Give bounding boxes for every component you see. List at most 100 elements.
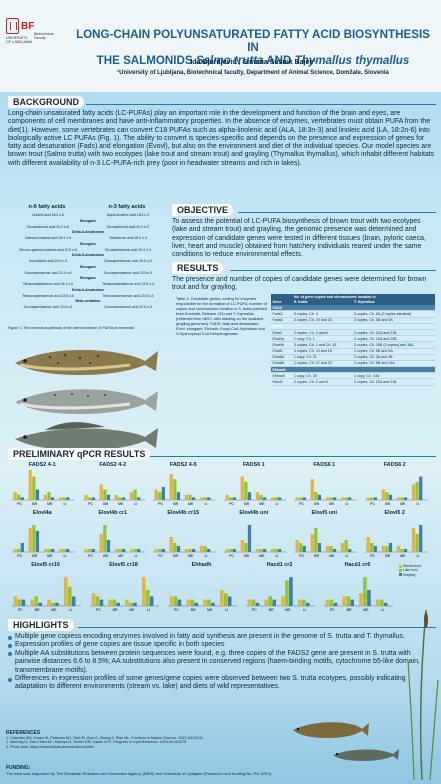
qpcr-bar xyxy=(346,596,351,606)
qpcr-bar xyxy=(67,586,72,606)
qpcr-bar xyxy=(289,577,293,606)
qpcr-bar xyxy=(399,549,404,552)
tissue-tick-label: BR xyxy=(173,502,178,506)
header: BF UNIVERSITY OF LJUBLJANA Biotechnical … xyxy=(0,0,441,92)
qpcr-chart-title: Hacd1 cr6 xyxy=(344,562,371,568)
qpcr-bar xyxy=(38,602,42,606)
tissue-tick-label: BR xyxy=(191,608,196,612)
table-cell-gene: Elovl8a xyxy=(271,354,293,361)
tissue-tick-label: PC xyxy=(229,554,234,558)
table-cell-tthymallus: 2 copies, Ch. 5B and 6A xyxy=(352,348,435,355)
pathway-n6-node: Linoleic acid 18:2 n-6 xyxy=(31,213,65,217)
bf-logo-text: BF xyxy=(21,20,35,32)
qpcr-chart-plot: PC BR ME LI xyxy=(12,577,81,612)
pathway-n3-node: Eicosatrienoic acid 20:3 n-3 xyxy=(107,224,149,229)
table-cell-gene: Elovl8b xyxy=(271,360,293,368)
qpcr-bar xyxy=(106,540,110,552)
qpcr-bar xyxy=(325,497,330,500)
table-column-header: S. trutta xyxy=(292,299,353,306)
qpcr-bar xyxy=(273,549,278,552)
grayling-image xyxy=(15,422,158,451)
qpcr-bar xyxy=(340,497,345,500)
gene-copies-table: No. of gene copies and chromosome locati… xyxy=(271,294,435,386)
pathway-enzyme: Elongase xyxy=(80,276,96,280)
highlights-heading: HIGHLIGHTS xyxy=(8,619,74,631)
qpcr-bar xyxy=(121,549,125,552)
qpcr-bar xyxy=(329,497,333,500)
qpcr-bar xyxy=(262,549,266,552)
tissue-tick-label: BR xyxy=(269,608,274,612)
qpcr-bar xyxy=(366,537,370,552)
qpcr-bar xyxy=(186,599,191,606)
qpcr-bar xyxy=(332,497,337,500)
qpcr-bar xyxy=(268,596,273,606)
pathway-n6-node: Tetracosatetraenoic acid 24:4 n-6 xyxy=(22,282,74,286)
qpcr-chart: FADS2 4-1 PC BR ME LI xyxy=(8,462,77,508)
qpcr-bar xyxy=(273,497,278,500)
table-cell-strutta: 1 copy, Ch. 30 xyxy=(292,372,353,380)
qpcr-bar xyxy=(28,528,32,552)
table-cell-strutta: 3 copies, Ch. 10 and 18 xyxy=(292,317,353,324)
qpcr-bar xyxy=(102,489,106,500)
qpcr-bar xyxy=(84,494,88,500)
qpcr-bar xyxy=(173,596,178,606)
qpcr-bar xyxy=(91,593,96,606)
qpcr-bar xyxy=(247,492,251,500)
qpcr-bar xyxy=(71,596,76,606)
qpcr-bar xyxy=(388,494,392,500)
qpcr-bar xyxy=(403,549,407,552)
tissue-tick-label: ME xyxy=(118,554,124,558)
qpcr-chart-title: FADS6 1 xyxy=(242,462,265,468)
qpcr-bar xyxy=(297,599,302,606)
qpcr-chart-plot: PC BR ME LI xyxy=(294,528,357,558)
qpcr-bar xyxy=(264,599,269,606)
tissue-tick-label: LI xyxy=(134,502,137,506)
objective-heading: OBJECTIVE xyxy=(172,204,234,216)
qpcr-bar xyxy=(190,599,195,606)
pathway-n3-heading: n-3 fatty acids xyxy=(108,204,146,210)
qpcr-bar xyxy=(32,476,36,500)
qpcr-bar xyxy=(17,494,21,500)
qpcr-chart: Elovl5 cr18 PC BR ME LI xyxy=(86,562,161,614)
references-heading: REFERENCES xyxy=(6,730,41,736)
qpcr-bar xyxy=(317,494,322,500)
tissue-tick-label: ME xyxy=(400,502,406,506)
table-column-header: Gene xyxy=(271,299,293,306)
qpcr-bar xyxy=(95,596,100,606)
tissue-tick-label: BR xyxy=(385,502,390,506)
qpcr-bar xyxy=(363,577,367,606)
qpcr-bar xyxy=(176,546,181,552)
table-cell-gene: Elovl xyxy=(271,323,293,330)
tissue-tick-label: ME xyxy=(363,608,369,612)
qpcr-bar xyxy=(329,546,333,552)
objective-text: To assess the potential of LC-PUFA biosy… xyxy=(172,218,426,259)
tissue-tick-label: ME xyxy=(259,554,265,558)
qpcr-chart-plot: PC BR ME LI xyxy=(12,525,75,558)
qpcr-bar xyxy=(414,534,419,552)
qpcr-bar xyxy=(340,543,345,552)
brown-trout-image xyxy=(15,349,158,375)
qpcr-bar xyxy=(240,540,244,552)
table-row: Elovl8b 2 copies, Ch. 17 and 22 2 copies, … xyxy=(271,360,435,368)
qpcr-bar xyxy=(211,602,215,606)
qpcr-bar xyxy=(13,549,17,552)
qpcr-chart-plot: PC BR ME LI xyxy=(223,525,286,558)
tissue-tick-label: LI xyxy=(345,554,348,558)
tissue-tick-label: LI xyxy=(416,502,419,506)
qpcr-bar xyxy=(154,549,158,552)
qpcr-bar xyxy=(207,549,211,552)
tissue-tick-label: ME xyxy=(329,502,335,506)
tissue-tick-label: PC xyxy=(370,502,375,506)
faculty-line1: Biotechnical xyxy=(34,32,54,36)
title-part: THE SALMONIDS xyxy=(96,54,196,67)
tissue-tick-label: ME xyxy=(51,608,57,612)
table-cell-gene: Ehhadh xyxy=(271,372,293,380)
qpcr-chart: Elovl4b cr15 PC BR ME LI xyxy=(149,510,218,560)
qpcr-bar xyxy=(62,497,66,500)
qpcr-bar xyxy=(258,549,263,552)
table-cell-tthymallus xyxy=(352,366,435,374)
highlight-item: Expression profiles of gene copies are t… xyxy=(8,641,436,649)
funding-text: The work was supported by The Slovenian … xyxy=(6,771,273,776)
qpcr-bar xyxy=(384,546,388,552)
qpcr-bar xyxy=(270,497,274,500)
